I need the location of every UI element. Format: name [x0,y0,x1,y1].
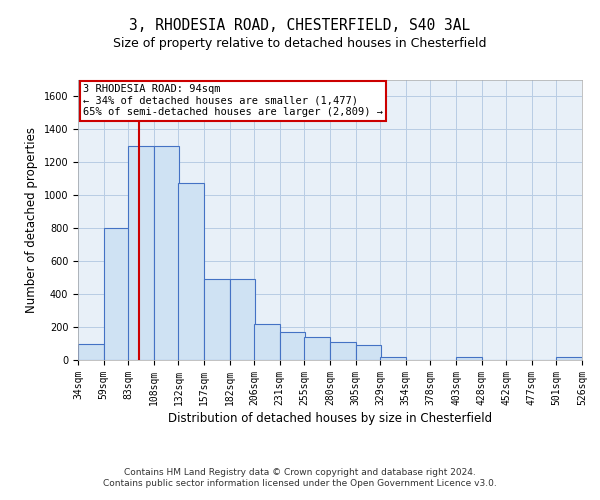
Bar [280,332,305,360]
Bar [456,356,482,360]
Text: Size of property relative to detached houses in Chesterfield: Size of property relative to detached ho… [113,38,487,51]
Bar [78,344,104,360]
Bar [330,342,356,360]
Y-axis label: Number of detached properties: Number of detached properties [25,127,38,313]
Bar [556,356,582,360]
Text: Contains HM Land Registry data © Crown copyright and database right 2024.
Contai: Contains HM Land Registry data © Crown c… [103,468,497,487]
Bar [356,345,381,360]
Bar [230,280,255,360]
Bar [154,146,179,360]
Bar [380,356,406,360]
Bar [304,337,330,360]
Bar [178,183,204,360]
Bar [254,324,280,360]
X-axis label: Distribution of detached houses by size in Chesterfield: Distribution of detached houses by size … [168,412,492,425]
Bar [128,146,154,360]
Bar [204,280,230,360]
Bar [104,228,129,360]
Text: 3, RHODESIA ROAD, CHESTERFIELD, S40 3AL: 3, RHODESIA ROAD, CHESTERFIELD, S40 3AL [130,18,470,32]
Text: 3 RHODESIA ROAD: 94sqm
← 34% of detached houses are smaller (1,477)
65% of semi-: 3 RHODESIA ROAD: 94sqm ← 34% of detached… [83,84,383,117]
